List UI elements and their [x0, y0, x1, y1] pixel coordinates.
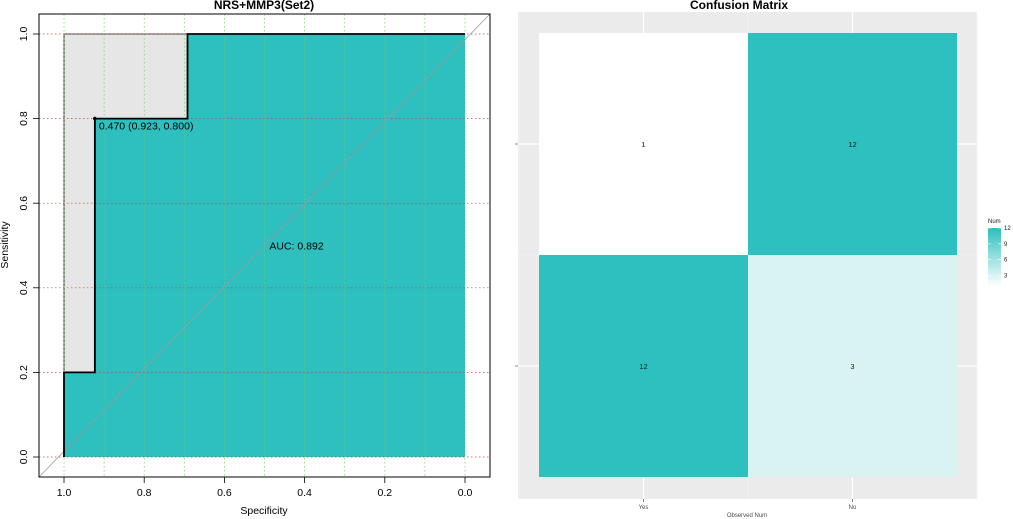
cm-cell — [539, 255, 748, 477]
roc-diagonal — [38, 13, 491, 478]
roc-title: NRS+MMP3(Set2) — [214, 0, 314, 12]
roc-gridlines — [38, 13, 491, 478]
roc-y-tick-label: 0.4 — [18, 280, 30, 295]
cm-legend-ticks: 3 6 9 12 — [988, 226, 1011, 279]
roc-x-tick-label: 0.2 — [377, 487, 392, 499]
cm-legend-colorbar — [988, 228, 1001, 286]
cm-cell-label: 3 — [850, 362, 854, 371]
roc-y-tick-label: 0.8 — [18, 111, 30, 126]
roc-x-tick-label: 0.0 — [458, 487, 473, 499]
roc-x-tick-label: 1.0 — [57, 487, 72, 499]
cm-cell-label: 12 — [639, 362, 647, 371]
cm-legend-tick-label: 12 — [1004, 226, 1011, 232]
cm-x-tick-label: Yes — [639, 505, 649, 511]
cm-y-axis — [515, 143, 518, 367]
cm-cells: 1 12 12 3 — [539, 33, 957, 477]
cm-title: Confusion Matrix — [690, 0, 788, 12]
roc-y-label: Sensitivity — [0, 221, 11, 269]
roc-curve — [63, 33, 465, 457]
cm-legend-title: Num — [988, 219, 1001, 225]
cm-legend-tick-label: 9 — [1004, 242, 1008, 248]
cm-legend-tick-label: 6 — [1004, 258, 1008, 264]
cm-cell — [748, 33, 957, 255]
roc-x-tick-label: 0.4 — [297, 487, 312, 499]
roc-threshold-point — [93, 116, 97, 121]
roc-y-axis: 0.0 0.2 0.4 0.6 0.8 1.0 — [18, 27, 39, 465]
roc-x-axis: 1.0 0.8 0.6 0.4 0.2 0.0 — [57, 476, 473, 499]
cm-legend-tick-label: 3 — [1004, 273, 1008, 279]
cm-cell-label: 12 — [848, 140, 856, 149]
roc-threshold-label: 0.470 (0.923, 0.800) — [99, 121, 194, 133]
roc-y-tick-label: 0.2 — [18, 365, 30, 380]
roc-x-tick-label: 0.8 — [137, 487, 152, 499]
cm-x-axis: Yes No — [639, 499, 857, 511]
confusion-matrix-chart: Confusion Matrix 1 12 12 3 Yes No Observed N… — [515, 0, 1011, 519]
roc-chart: NRS+MMP3(Set2) 1.0 0.8 0.6 0.4 0.2 0.0 0.0 0.2… — [0, 0, 491, 517]
roc-y-tick-label: 0.0 — [18, 450, 30, 465]
cm-legend: Num 3 6 9 12 — [988, 219, 1011, 286]
cm-x-label: Observed Num — [727, 513, 767, 519]
cm-cell-label: 1 — [641, 140, 645, 149]
roc-auc-label: AUC: 0.892 — [269, 241, 323, 253]
roc-x-tick-label: 0.6 — [217, 487, 232, 499]
roc-x-label: Specificity — [240, 505, 288, 517]
cm-cell — [748, 255, 957, 477]
cm-x-tick-label: No — [849, 505, 857, 511]
roc-y-tick-label: 0.6 — [18, 196, 30, 211]
roc-y-tick-label: 1.0 — [18, 27, 30, 42]
cm-cell — [539, 33, 748, 255]
